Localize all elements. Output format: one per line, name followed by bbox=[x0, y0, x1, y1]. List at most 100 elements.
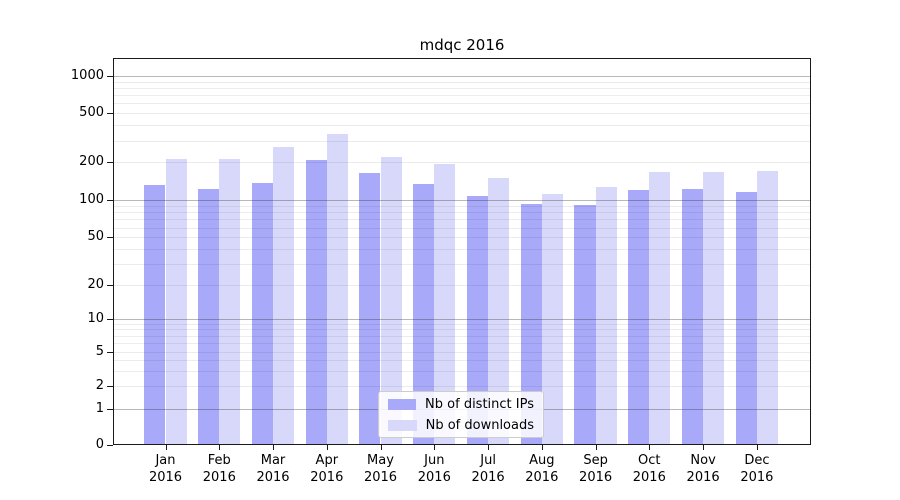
x-tick-month: Apr bbox=[315, 453, 339, 468]
x-tick-month: Sep bbox=[583, 453, 608, 468]
bar-downloads bbox=[595, 186, 617, 445]
x-tick-mark bbox=[541, 445, 543, 450]
x-tick-month: Feb bbox=[207, 453, 231, 468]
x-tick-year: 2016 bbox=[363, 470, 398, 485]
minor-gridline bbox=[114, 87, 810, 89]
minor-gridline bbox=[114, 360, 810, 361]
x-tick-label: Jul 2016 bbox=[458, 452, 518, 486]
x-tick-month: Jun bbox=[424, 453, 445, 468]
bar-downloads bbox=[541, 193, 563, 445]
y-tick-mark bbox=[107, 285, 113, 287]
bar-downloads bbox=[488, 178, 510, 445]
y-tick-mark bbox=[107, 75, 113, 77]
x-tick-mark bbox=[273, 445, 274, 450]
y-tick-label: 50 bbox=[87, 229, 104, 245]
x-tick-month: Mar bbox=[260, 453, 286, 468]
minor-gridline bbox=[114, 343, 810, 344]
bar-distinct-ips bbox=[520, 203, 542, 445]
y-tick-mark bbox=[107, 200, 113, 202]
minor-gridline bbox=[114, 227, 810, 229]
minor-gridline bbox=[114, 385, 810, 387]
x-tick-year: 2016 bbox=[686, 470, 720, 485]
minor-gridline bbox=[114, 249, 810, 250]
y-tick-label: 10 bbox=[87, 310, 104, 326]
bar-distinct-ips bbox=[466, 195, 489, 445]
x-tick-month: Jan bbox=[155, 453, 176, 468]
major-gridline bbox=[114, 318, 810, 320]
minor-gridline bbox=[114, 351, 810, 353]
x-tick-mark bbox=[595, 445, 597, 450]
y-tick-mark bbox=[107, 445, 113, 446]
bar-distinct-ips bbox=[574, 205, 596, 445]
minor-gridline bbox=[114, 219, 810, 221]
bar-distinct-ips bbox=[198, 188, 220, 445]
x-tick-mark bbox=[219, 445, 221, 450]
x-tick-mark bbox=[434, 445, 436, 450]
x-tick-label: Aug 2016 bbox=[512, 452, 572, 486]
bar-distinct-ips bbox=[359, 172, 381, 445]
x-tick-year: 2016 bbox=[417, 470, 451, 485]
minor-gridline bbox=[114, 103, 810, 105]
bar-downloads bbox=[703, 171, 725, 445]
x-tick-label: Apr 2016 bbox=[297, 452, 357, 486]
x-tick-label: Dec 2016 bbox=[727, 452, 787, 486]
x-tick-mark bbox=[649, 445, 651, 450]
bar-downloads bbox=[165, 158, 187, 445]
x-tick-label: Sep 2016 bbox=[566, 452, 626, 486]
x-tick-label: Jun 2016 bbox=[404, 452, 464, 486]
bar-downloads bbox=[326, 134, 348, 445]
minor-gridline bbox=[114, 237, 810, 239]
y-tick-label: 2 bbox=[95, 377, 104, 393]
bar-distinct-ips bbox=[681, 188, 704, 445]
legend-label-downloads: Nb of downloads bbox=[425, 417, 534, 433]
x-tick-year: 2016 bbox=[579, 470, 613, 485]
minor-gridline bbox=[114, 95, 810, 97]
y-tick-label: 0 bbox=[95, 437, 104, 452]
major-gridline bbox=[114, 75, 810, 77]
y-tick-label: 200 bbox=[79, 154, 104, 170]
legend-swatch-downloads-icon bbox=[388, 419, 417, 431]
y-tick-label: 1000 bbox=[70, 67, 104, 83]
x-tick-month: Oct bbox=[638, 453, 661, 468]
y-tick-mark bbox=[107, 237, 113, 239]
minor-gridline bbox=[114, 125, 810, 127]
minor-gridline bbox=[114, 212, 810, 214]
minor-gridline bbox=[114, 335, 810, 337]
y-tick-mark bbox=[107, 162, 113, 164]
legend-swatch-distinct-ips-icon bbox=[388, 398, 417, 410]
bar-distinct-ips bbox=[413, 183, 435, 445]
minor-gridline bbox=[114, 162, 810, 164]
legend: Nb of distinct IPs Nb of downloads bbox=[378, 391, 544, 438]
x-tick-label: Mar 2016 bbox=[243, 452, 303, 486]
bar-downloads bbox=[434, 163, 456, 445]
y-tick-mark bbox=[107, 408, 113, 410]
minor-gridline bbox=[114, 285, 810, 287]
x-tick-label: May 2016 bbox=[351, 452, 411, 486]
minor-gridline bbox=[114, 205, 810, 207]
y-tick-label: 5 bbox=[95, 343, 104, 359]
minor-gridline bbox=[114, 264, 810, 266]
x-tick-year: 2016 bbox=[148, 470, 183, 485]
y-tick-label: 100 bbox=[79, 192, 104, 208]
legend-row-downloads: Nb of downloads bbox=[388, 418, 534, 433]
bar-downloads bbox=[219, 158, 241, 445]
x-tick-mark bbox=[756, 445, 758, 450]
bar-downloads bbox=[380, 157, 402, 445]
major-gridline bbox=[114, 200, 810, 202]
bar-distinct-ips bbox=[735, 191, 757, 445]
x-tick-mark bbox=[488, 445, 490, 450]
bar-distinct-ips bbox=[305, 159, 327, 445]
y-tick-mark bbox=[107, 318, 113, 320]
x-tick-label: Feb 2016 bbox=[189, 452, 249, 486]
x-tick-label: Nov 2016 bbox=[673, 452, 733, 486]
y-tick-label: 20 bbox=[87, 277, 104, 293]
x-tick-year: 2016 bbox=[740, 470, 774, 485]
x-tick-mark bbox=[165, 445, 167, 450]
x-tick-month: Jul bbox=[480, 453, 496, 468]
x-tick-year: 2016 bbox=[471, 470, 505, 485]
x-tick-mark bbox=[380, 445, 382, 450]
y-tick-label: 500 bbox=[79, 105, 104, 121]
bar-downloads bbox=[273, 146, 295, 445]
x-tick-year: 2016 bbox=[632, 470, 666, 485]
x-tick-month: Aug bbox=[529, 453, 555, 468]
